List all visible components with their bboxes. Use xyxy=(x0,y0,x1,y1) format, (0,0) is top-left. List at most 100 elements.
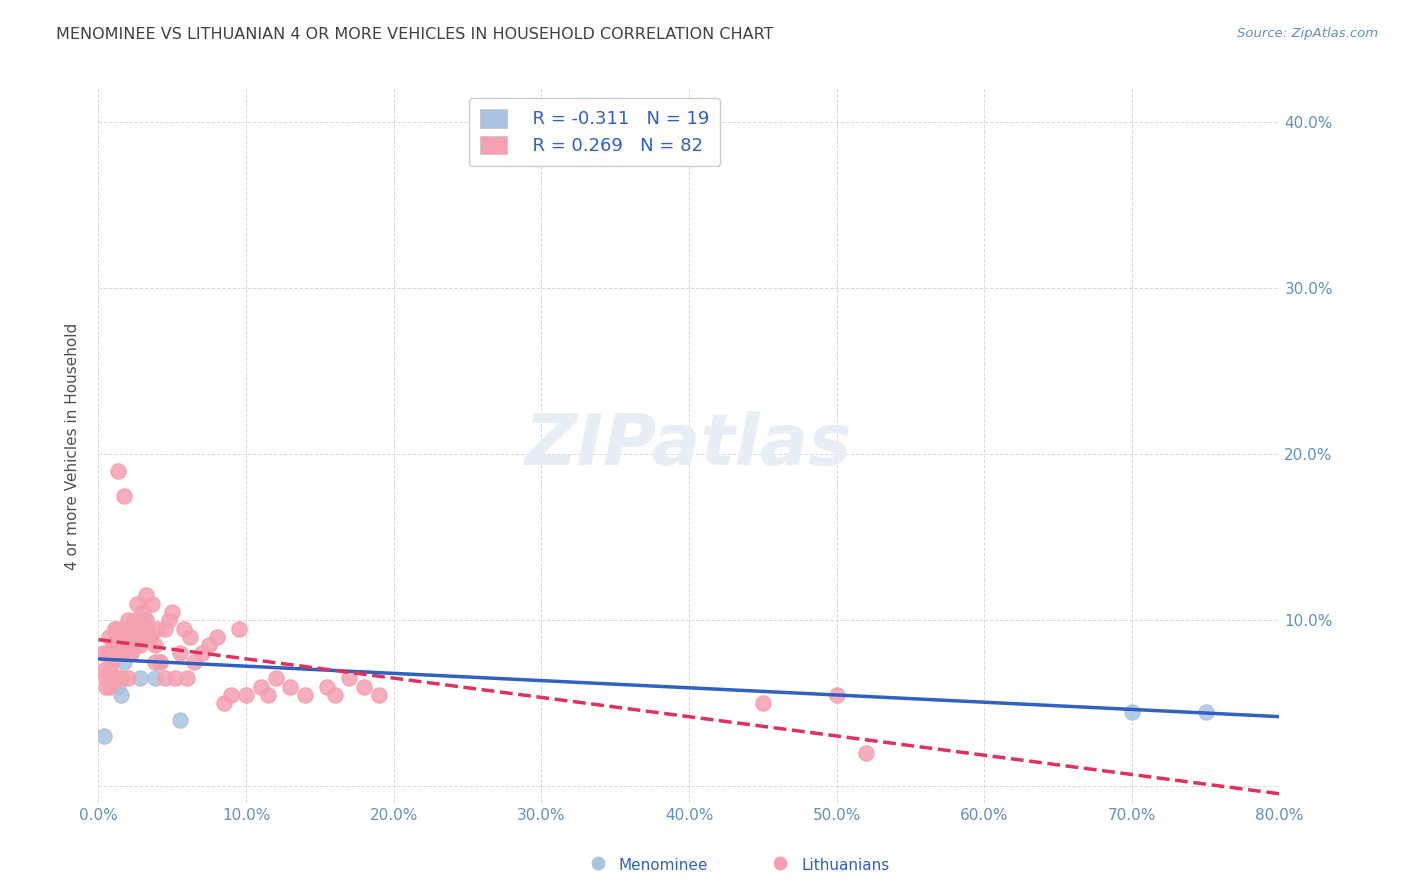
Point xyxy=(111,638,134,652)
Point xyxy=(191,647,214,661)
Point xyxy=(139,630,162,644)
Point xyxy=(323,688,346,702)
Point xyxy=(104,622,127,636)
Text: Lithuanians: Lithuanians xyxy=(801,858,890,872)
Point xyxy=(139,630,162,644)
Point xyxy=(97,647,120,661)
Point xyxy=(107,638,129,652)
Point xyxy=(132,622,155,636)
Point xyxy=(108,671,131,685)
Point xyxy=(125,597,148,611)
Point xyxy=(339,671,360,685)
Point xyxy=(110,671,132,685)
Point xyxy=(124,613,146,627)
Point xyxy=(143,655,166,669)
Point xyxy=(165,671,187,685)
Point xyxy=(107,464,129,478)
Point xyxy=(143,638,166,652)
Point xyxy=(278,680,302,694)
Text: Source: ZipAtlas.com: Source: ZipAtlas.com xyxy=(1237,27,1378,40)
Point xyxy=(108,622,131,636)
Point xyxy=(105,630,128,644)
Point xyxy=(179,630,201,644)
Point xyxy=(250,680,273,694)
Point xyxy=(143,671,166,685)
Point xyxy=(149,655,172,669)
Point xyxy=(128,671,150,685)
Point xyxy=(135,630,157,644)
Point xyxy=(104,671,127,685)
Point xyxy=(118,630,141,644)
Text: Menominee: Menominee xyxy=(619,858,709,872)
Point xyxy=(117,671,139,685)
Point xyxy=(353,680,375,694)
Point xyxy=(117,622,139,636)
Point xyxy=(114,622,136,636)
Point xyxy=(121,630,143,644)
Point xyxy=(162,605,183,619)
Point xyxy=(257,688,280,702)
Point xyxy=(751,696,773,710)
Point xyxy=(153,622,176,636)
Point xyxy=(98,663,121,677)
Point xyxy=(855,746,877,760)
Point xyxy=(110,647,132,661)
Point xyxy=(153,671,176,685)
Point xyxy=(120,647,142,661)
Point xyxy=(94,671,117,685)
Point xyxy=(94,680,117,694)
Point xyxy=(93,730,115,744)
Point xyxy=(105,647,128,661)
Point xyxy=(110,688,132,702)
Point xyxy=(825,688,848,702)
Point xyxy=(107,680,129,694)
Point xyxy=(1121,705,1143,719)
Point xyxy=(169,713,191,727)
Point xyxy=(212,696,235,710)
Point xyxy=(146,622,169,636)
Point xyxy=(104,622,127,636)
Point xyxy=(157,613,180,627)
Point xyxy=(1195,705,1218,719)
Point xyxy=(136,630,159,644)
Point xyxy=(97,630,120,644)
Point xyxy=(103,647,125,661)
Point xyxy=(219,688,242,702)
Point xyxy=(115,647,138,661)
Point xyxy=(132,613,155,627)
Point xyxy=(235,688,257,702)
Point xyxy=(205,630,228,644)
Point xyxy=(135,613,157,627)
Legend:   R = -0.311   N = 19,   R = 0.269   N = 82: R = -0.311 N = 19, R = 0.269 N = 82 xyxy=(468,98,720,166)
Point xyxy=(112,655,135,669)
Text: MENOMINEE VS LITHUANIAN 4 OR MORE VEHICLES IN HOUSEHOLD CORRELATION CHART: MENOMINEE VS LITHUANIAN 4 OR MORE VEHICL… xyxy=(56,27,773,42)
Y-axis label: 4 or more Vehicles in Household: 4 or more Vehicles in Household xyxy=(65,322,80,570)
Point xyxy=(183,655,205,669)
Point xyxy=(368,688,391,702)
Point xyxy=(103,638,125,652)
Point xyxy=(149,655,172,669)
Point xyxy=(124,630,146,644)
Point xyxy=(136,622,159,636)
Text: ZIPatlas: ZIPatlas xyxy=(526,411,852,481)
Point xyxy=(93,663,115,677)
Point xyxy=(169,647,191,661)
Point xyxy=(111,647,134,661)
Point xyxy=(100,671,122,685)
Point xyxy=(769,855,792,870)
Point xyxy=(117,613,139,627)
Point xyxy=(141,597,163,611)
Point xyxy=(124,638,146,652)
Point xyxy=(135,588,157,602)
Point xyxy=(198,638,221,652)
Point xyxy=(96,647,118,661)
Point xyxy=(125,622,148,636)
Point xyxy=(316,680,339,694)
Point xyxy=(114,638,136,652)
Point xyxy=(176,671,198,685)
Point xyxy=(586,855,609,870)
Point xyxy=(98,680,121,694)
Point xyxy=(100,655,122,669)
Point xyxy=(120,638,142,652)
Point xyxy=(91,647,114,661)
